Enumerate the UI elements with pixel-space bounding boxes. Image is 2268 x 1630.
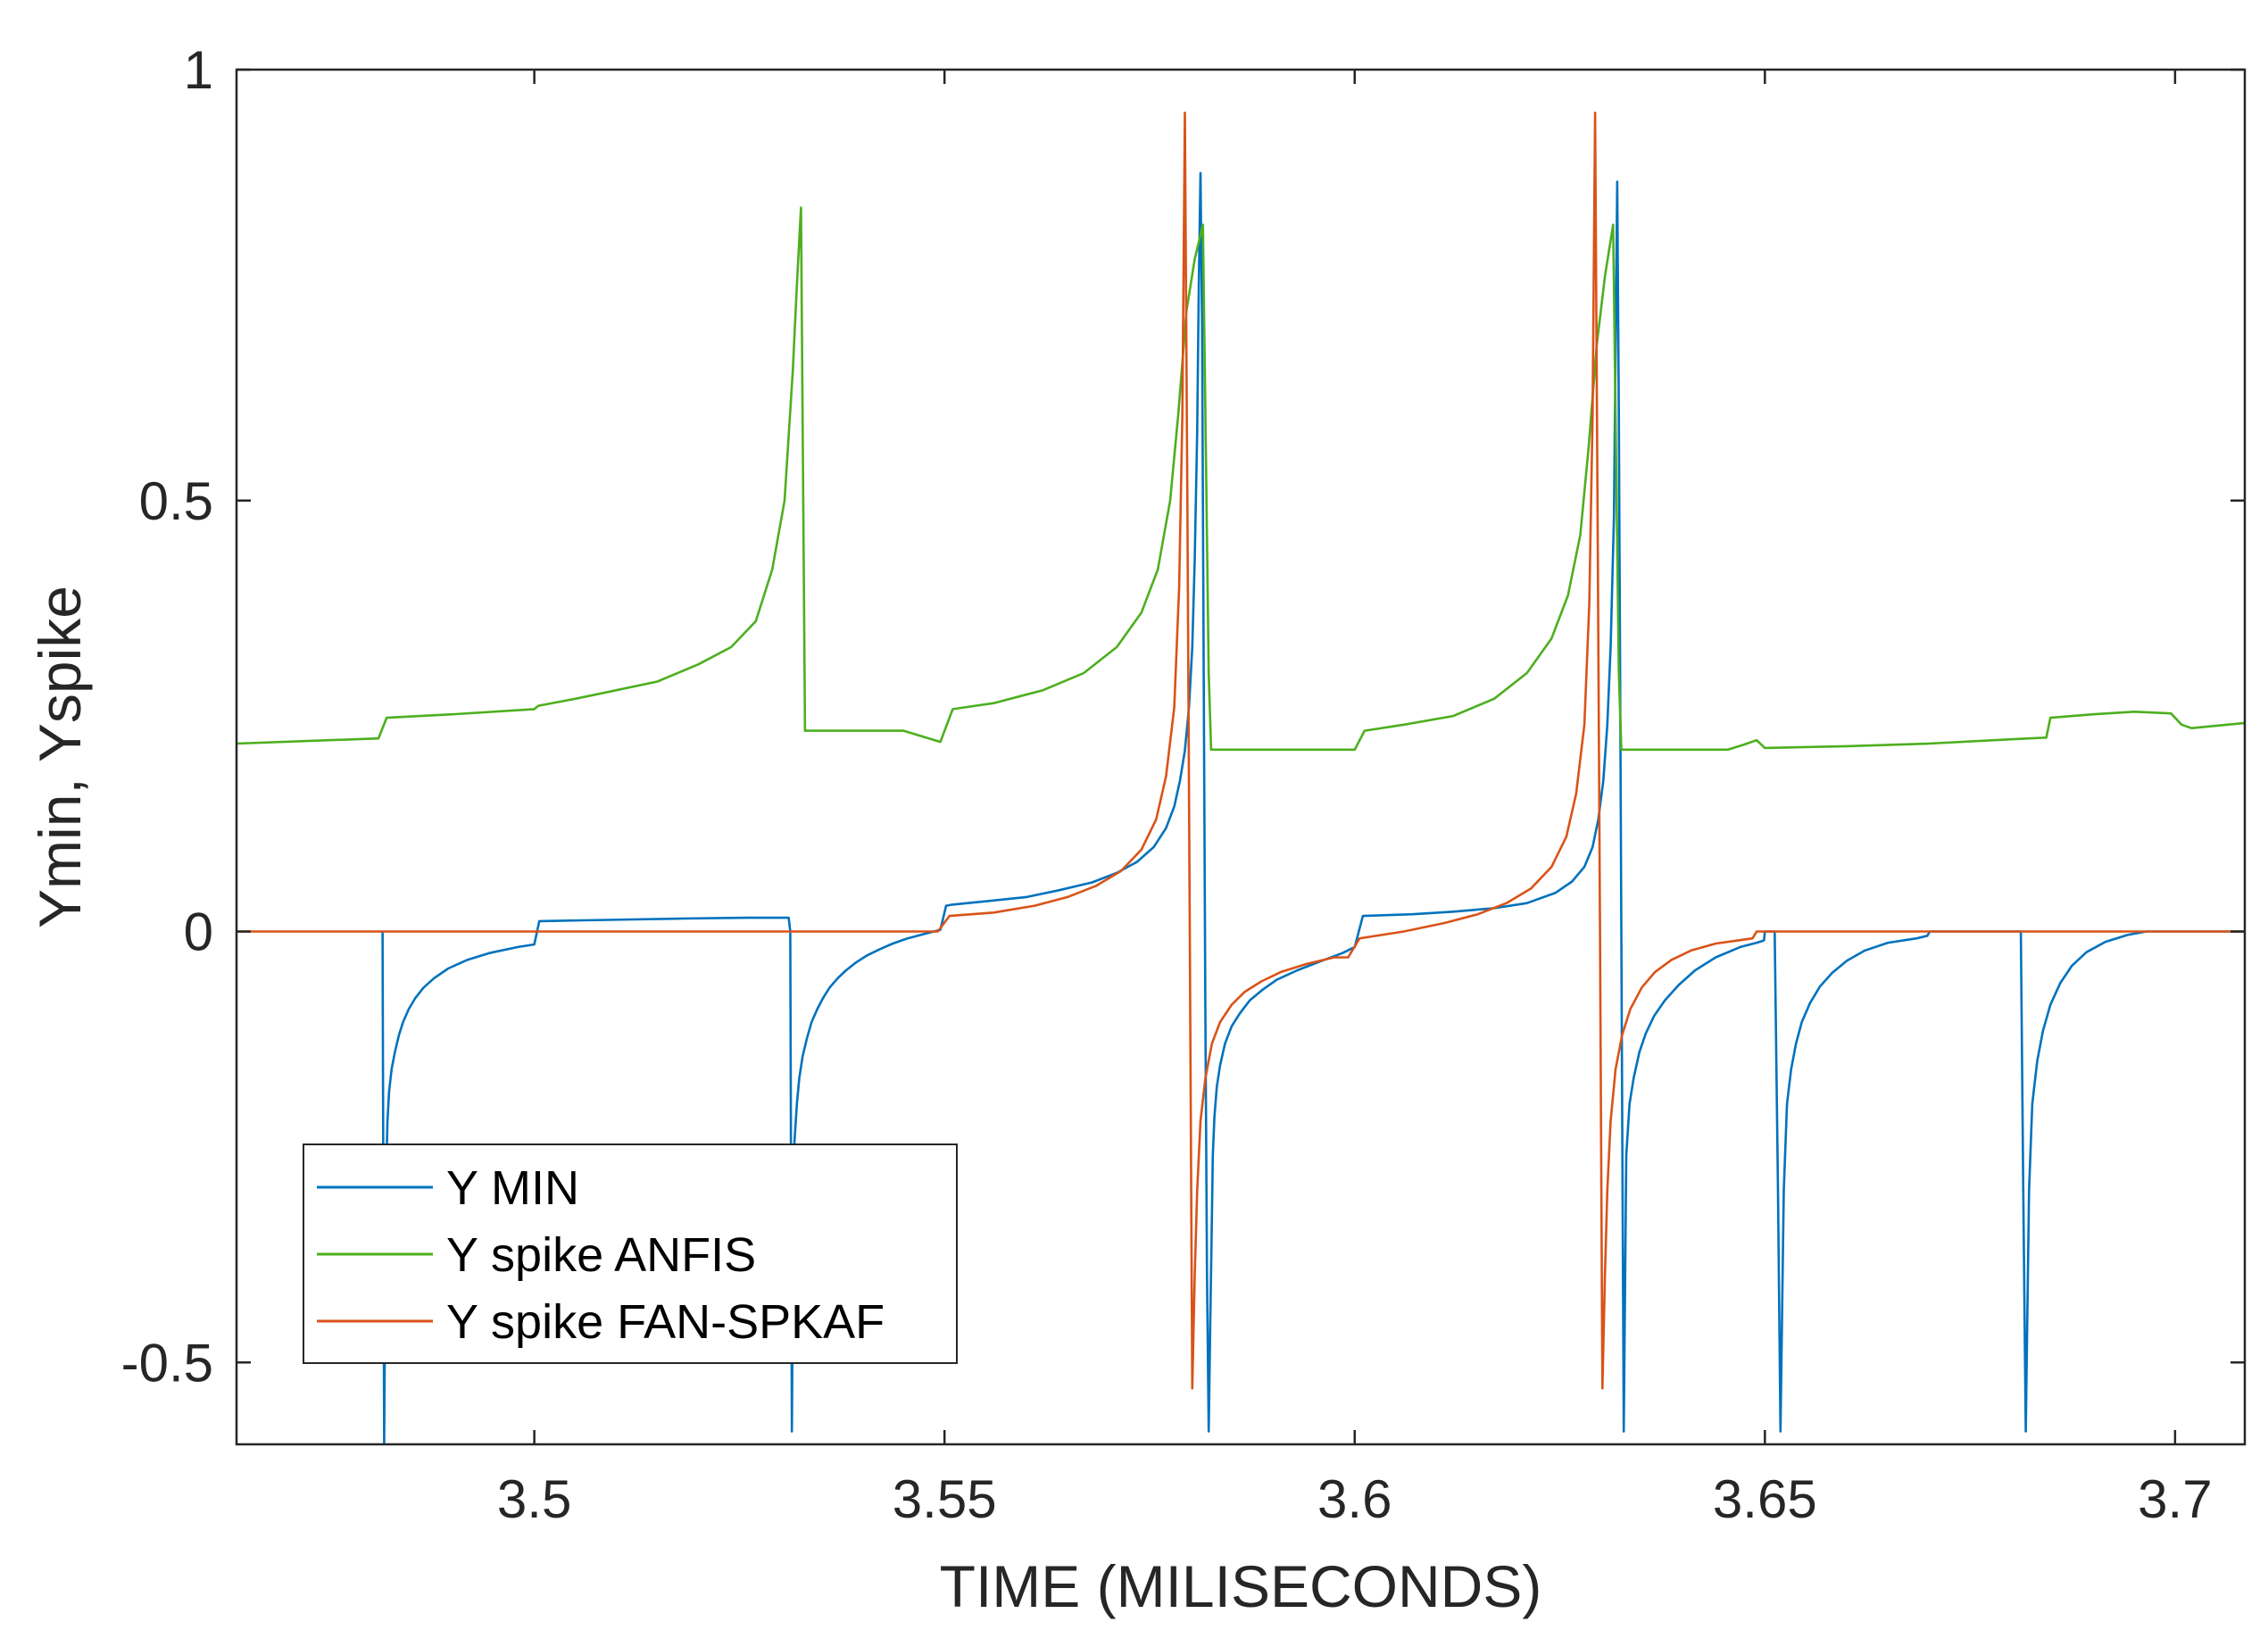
legend: Y MIN Y spike ANFIS Y spike FAN-SPKAF xyxy=(303,1143,958,1364)
x-tick-label: 3.55 xyxy=(893,1469,997,1529)
x-tick-label: 3.5 xyxy=(497,1469,571,1529)
y-tick-label: 1 xyxy=(184,40,213,100)
legend-label-3: Y spike FAN-SPKAF xyxy=(446,1295,885,1349)
x-tick-label: 3.65 xyxy=(1713,1469,1817,1529)
series-line-3 xyxy=(237,112,2245,1390)
y-tick-label: 0.5 xyxy=(139,471,213,531)
series-layer xyxy=(237,112,2245,1444)
series-line-1 xyxy=(381,171,2245,1444)
legend-label-2: Y spike ANFIS xyxy=(446,1228,756,1282)
x-axis-label: TIME (MILISECONDS) xyxy=(940,1553,1542,1619)
y-axis-label: Ymin, Yspike xyxy=(27,586,93,928)
y-tick-label: -0.5 xyxy=(121,1333,213,1393)
series-line-2 xyxy=(237,206,2245,752)
plot-frame xyxy=(235,68,2247,1446)
x-tick-label: 3.6 xyxy=(1317,1469,1392,1529)
legend-label-1: Y MIN xyxy=(446,1161,579,1215)
ticks-layer: 3.5 3.55 3.6 3.65 3.7 -0.5 0 0.5 1 xyxy=(121,40,2245,1529)
y-tick-label: 0 xyxy=(184,902,213,962)
x-tick-label: 3.7 xyxy=(2138,1469,2212,1529)
